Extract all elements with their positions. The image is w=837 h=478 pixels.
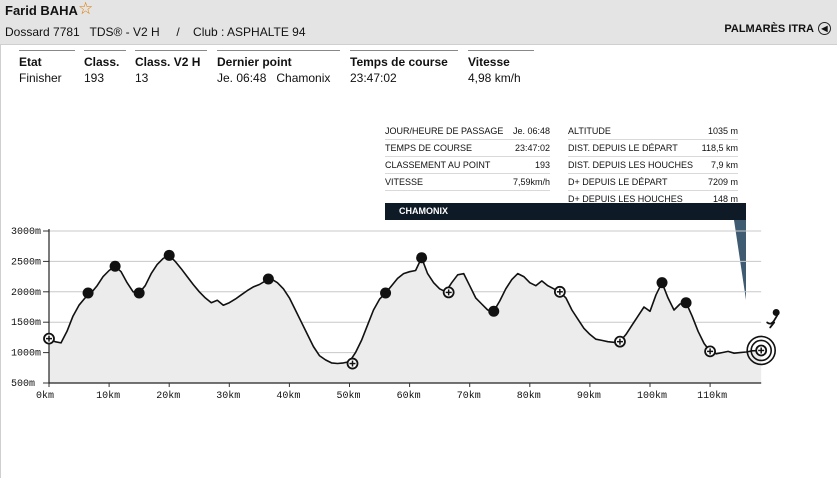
tooltip-label: JOUR/HEURE DE PASSAGE <box>385 126 504 136</box>
page-border <box>0 44 1 478</box>
runner-name: Farid BAHA <box>5 3 78 18</box>
tooltip-row: VITESSE 7,59km/h <box>385 174 550 191</box>
tooltip-row: CLASSEMENT AU POINT 193 <box>385 157 550 174</box>
x-tick-label: 30km <box>216 390 240 402</box>
palmares-itra-link[interactable]: PALMARÈS ITRA ◀ <box>724 22 831 35</box>
checkpoint-marker <box>416 252 428 264</box>
x-tick-label: 90km <box>577 390 601 402</box>
tooltip-row: TEMPS DE COURSE 23:47:02 <box>385 140 550 157</box>
tooltip-row: ALTITUDE 1035 m <box>568 123 738 140</box>
x-tick-label: 40km <box>276 390 300 402</box>
tooltip-row: DIST. DEPUIS LE DÉPART 118,5 km <box>568 140 738 157</box>
checkpoint-marker <box>82 287 94 299</box>
elevation-area <box>49 255 762 383</box>
finish-ring <box>746 335 776 366</box>
checkpoint-marker <box>163 249 175 261</box>
tooltip-label: CLASSEMENT AU POINT <box>385 160 491 170</box>
y-tick-label: 2500m <box>11 257 41 268</box>
tooltip-value: 7209 m <box>707 177 738 187</box>
runner-subline: Dossard 7781 TDS® - V2 H / Club : ASPHAL… <box>5 25 306 39</box>
stat-vitesse: Vitesse 4,98 km/h <box>468 50 534 85</box>
y-tick-label: 500m <box>11 379 35 390</box>
runner-header: Farid BAHA ☆ Dossard 7781 TDS® - V2 H / … <box>0 0 837 45</box>
stat-value: Je. 06:48 Chamonix <box>217 71 331 85</box>
tooltip-value: 193 <box>534 160 550 170</box>
checkpoint-marker <box>262 273 274 285</box>
stat-value: 13 <box>135 71 149 85</box>
x-tick-label: 100km <box>637 390 667 402</box>
circle-arrow-left-icon: ◀ <box>818 22 831 35</box>
tooltip-label: D+ DEPUIS LE DÉPART <box>568 177 668 187</box>
stat-label: Temps de course <box>350 55 448 69</box>
tooltip-pointer <box>734 220 746 300</box>
checkpoint-marker <box>109 260 121 272</box>
stat-value: 23:47:02 <box>350 71 397 85</box>
tooltip-value: Je. 06:48 <box>512 126 550 136</box>
stat-etat: Etat Finisher <box>19 50 75 85</box>
stat-value: Finisher <box>19 71 62 85</box>
checkpoint-marker <box>656 277 668 289</box>
palmares-itra-label: PALMARÈS ITRA <box>724 22 814 35</box>
x-tick-label: 110km <box>697 390 727 402</box>
tooltip-value: 7,59km/h <box>512 177 550 187</box>
tooltip-right-column: ALTITUDE 1035 m DIST. DEPUIS LE DÉPART 118… <box>568 123 738 208</box>
x-tick-label: 70km <box>457 390 481 402</box>
tooltip-label: ALTITUDE <box>568 126 611 136</box>
tooltip-label: DIST. DEPUIS LES HOUCHES <box>568 160 694 170</box>
stat-class-v2h: Class. V2 H 13 <box>135 50 207 85</box>
favorite-star-icon[interactable]: ☆ <box>78 0 94 18</box>
y-tick-label: 2000m <box>11 288 41 299</box>
stat-temps: Temps de course 23:47:02 <box>350 50 458 85</box>
tooltip-value: 7,9 km <box>710 160 738 170</box>
tooltip-value: 1035 m <box>707 126 738 136</box>
stat-dernier-point: Dernier point Je. 06:48 Chamonix <box>217 50 340 85</box>
checkpoint-marker <box>133 287 145 299</box>
finish-ring <box>750 339 772 362</box>
tooltip-place-bar: CHAMONIX <box>385 203 746 220</box>
x-tick-label: 20km <box>156 390 180 402</box>
checkpoint-marker <box>380 287 392 299</box>
tooltip-row: D+ DEPUIS LE DÉPART 7209 m <box>568 174 738 191</box>
stat-label: Class. V2 H <box>135 55 201 69</box>
tooltip-row: JOUR/HEURE DE PASSAGE Je. 06:48 <box>385 123 550 140</box>
y-tick-label: 1000m <box>11 349 41 360</box>
stat-label: Class. <box>84 55 120 69</box>
stat-value: 193 <box>84 71 105 85</box>
runner-icon-body <box>766 314 779 329</box>
tooltip-value: 118,5 km <box>701 143 738 153</box>
x-tick-label: 0km <box>36 390 54 402</box>
stat-label: Dernier point <box>217 55 292 69</box>
tooltip-value: 23:47:02 <box>514 143 550 153</box>
checkpoint-tooltip: JOUR/HEURE DE PASSAGE Je. 06:48 TEMPS DE … <box>385 123 745 208</box>
tooltip-row: DIST. DEPUIS LES HOUCHES 7,9 km <box>568 157 738 174</box>
stat-label: Etat <box>19 55 42 69</box>
checkpoint-marker <box>680 297 692 309</box>
tooltip-label: VITESSE <box>385 177 424 187</box>
tooltip-label: D+ DEPUIS LES HOUCHES <box>568 194 683 204</box>
checkpoint-marker <box>488 305 500 317</box>
stat-value: 4,98 km/h <box>468 71 521 85</box>
x-tick-label: 60km <box>397 390 421 402</box>
y-tick-label: 3000m <box>11 227 41 238</box>
y-tick-label: 1500m <box>11 318 41 329</box>
tooltip-label: TEMPS DE COURSE <box>385 143 473 153</box>
x-tick-label: 80km <box>517 390 541 402</box>
stat-class: Class. 193 <box>84 50 126 85</box>
x-tick-label: 10km <box>96 390 120 402</box>
x-tick-label: 50km <box>337 390 361 402</box>
tooltip-value: 148 m <box>712 194 738 204</box>
runner-icon <box>772 308 780 316</box>
tooltip-label: DIST. DEPUIS LE DÉPART <box>568 143 678 153</box>
stat-label: Vitesse <box>468 55 510 69</box>
tooltip-left-column: JOUR/HEURE DE PASSAGE Je. 06:48 TEMPS DE … <box>385 123 550 191</box>
